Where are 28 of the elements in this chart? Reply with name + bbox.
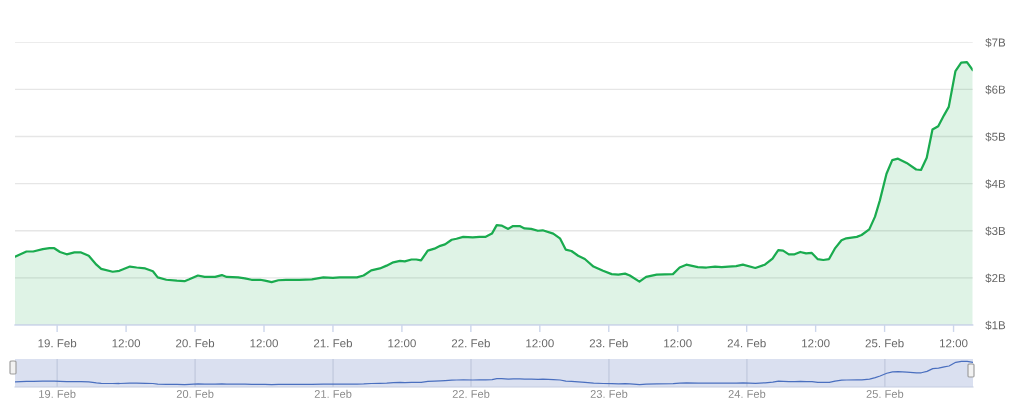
x-tick-label: 19. Feb xyxy=(39,389,76,398)
x-tick-label: 22. Feb xyxy=(451,338,490,348)
y-tick-label: $1B xyxy=(985,320,1006,330)
x-tick-label: 21. Feb xyxy=(313,338,353,348)
x-tick-label: 19. Feb xyxy=(38,338,77,348)
x-tick-label: 24. Feb xyxy=(728,389,766,398)
x-tick-label: 12:00 xyxy=(802,339,830,348)
x-tick-label: 12:00 xyxy=(526,339,554,348)
x-tick-label: 23. Feb xyxy=(590,389,628,398)
x-tick-label: 25. Feb xyxy=(865,338,904,348)
y-tick-label: $3B xyxy=(985,226,1006,236)
x-tick-label: 20. Feb xyxy=(176,389,214,398)
x-tick-label: 22. Feb xyxy=(452,389,490,398)
x-tick-label: 24. Feb xyxy=(727,338,766,348)
x-tick-label: 21. Feb xyxy=(314,389,352,398)
y-tick-label: $4B xyxy=(985,179,1006,189)
x-tick-label: 23. Feb xyxy=(589,338,628,348)
y-tick-label: $5B xyxy=(985,132,1006,142)
y-tick-label: $6B xyxy=(985,85,1006,95)
x-tick-label: 12:00 xyxy=(112,339,141,348)
x-tick-label: 20. Feb xyxy=(176,338,215,348)
x-tick-label: 12:00 xyxy=(664,339,692,348)
x-tick-label: 12:00 xyxy=(940,339,968,348)
y-tick-label: $2B xyxy=(985,273,1006,283)
y-tick-label: $7B xyxy=(985,37,1006,48)
x-tick-label: 12:00 xyxy=(388,339,416,348)
x-tick-label: 12:00 xyxy=(250,339,278,348)
x-tick-label: 25. Feb xyxy=(866,389,904,398)
